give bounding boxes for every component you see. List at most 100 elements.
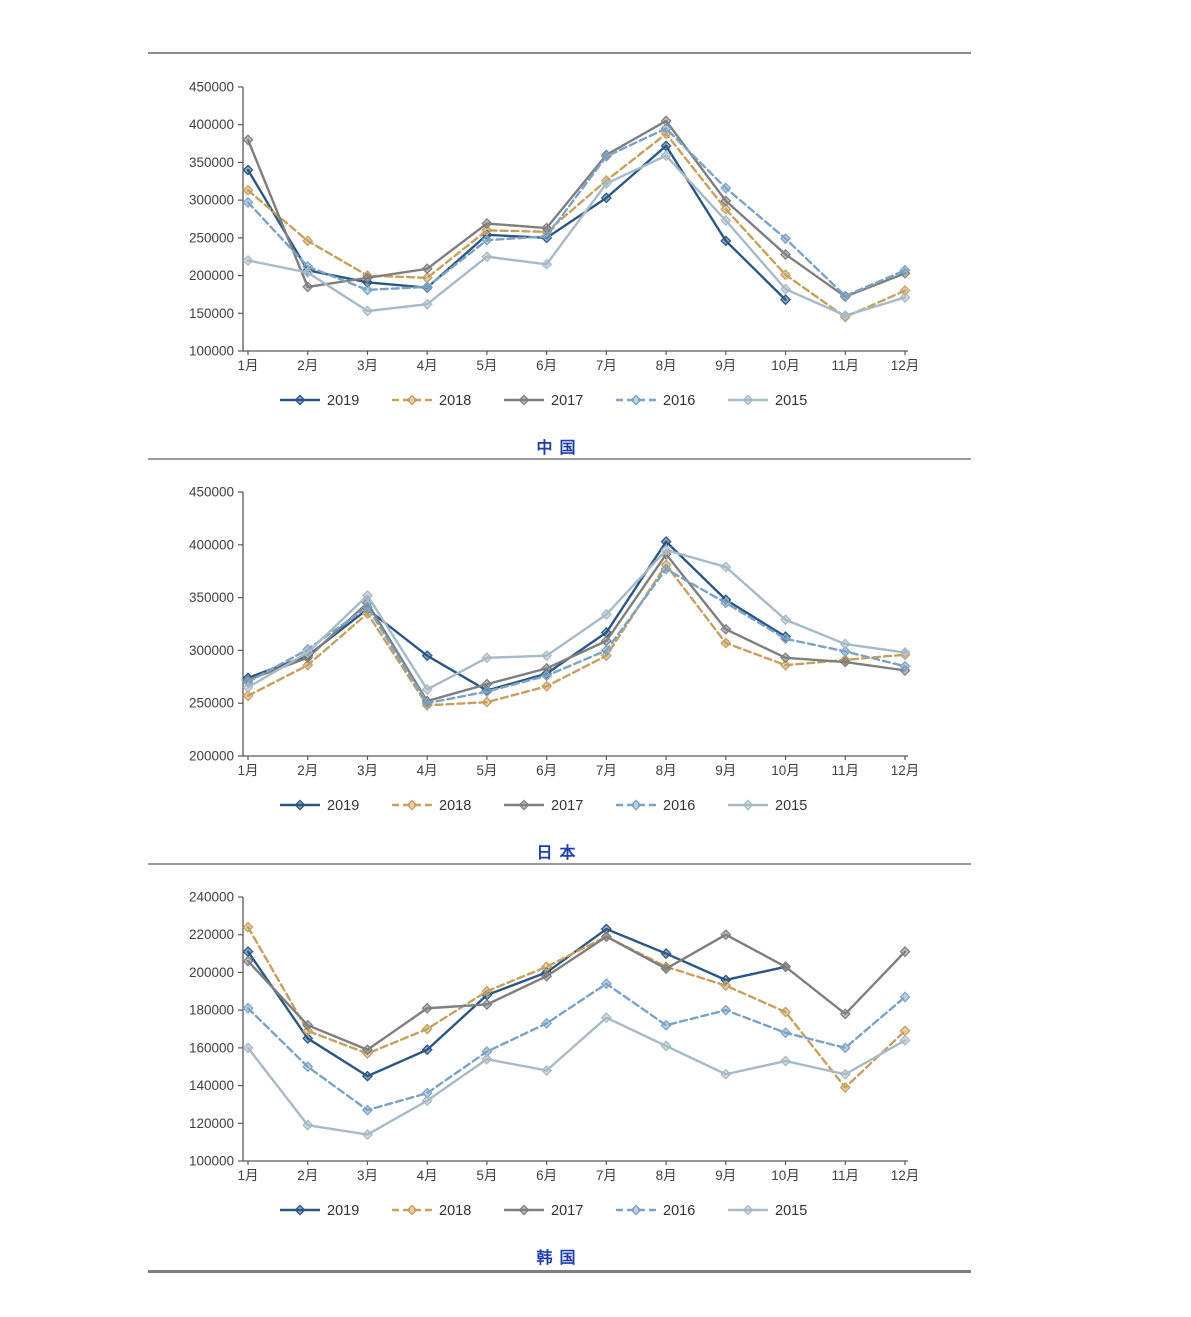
x-tick-label: 4月 [417, 358, 438, 373]
axes: 450000 400000 350000 300000 250000 200000 1500… [189, 80, 919, 374]
legend-item-2018: 2018 [392, 393, 471, 409]
legend-label: 2019 [327, 798, 359, 814]
series-2015 [242, 150, 911, 322]
legend-label: 2016 [663, 1203, 695, 1219]
legend-item-2017: 2017 [504, 798, 583, 814]
y-tick-label: 250000 [189, 696, 234, 711]
x-tick-label: 1月 [237, 763, 258, 778]
legend-item-2018: 2018 [392, 798, 471, 814]
x-tick-label: 10月 [771, 358, 800, 373]
series-2015 [242, 1012, 911, 1141]
x-tick-label: 6月 [536, 763, 557, 778]
x-tick-label: 12月 [891, 1168, 920, 1183]
x-tick-label: 2月 [297, 763, 318, 778]
x-tick-label: 8月 [656, 1168, 677, 1183]
legend-label: 2018 [439, 393, 471, 409]
y-tick-label: 100000 [189, 344, 234, 359]
section-divider-1 [148, 458, 971, 460]
legend-label: 2017 [551, 798, 583, 814]
series-2019 [242, 923, 792, 1082]
x-tick-label: 7月 [596, 358, 617, 373]
y-tick-label: 250000 [189, 230, 234, 245]
x-tick-label: 8月 [656, 358, 677, 373]
x-tick-label: 9月 [715, 1168, 736, 1183]
legend-label: 2018 [439, 1203, 471, 1219]
legend-item-2019: 2019 [280, 798, 359, 814]
y-tick-label: 180000 [189, 1003, 234, 1018]
x-tick-label: 10月 [771, 1168, 800, 1183]
legend-label: 2018 [439, 798, 471, 814]
y-tick-label: 150000 [189, 306, 234, 321]
series-2017 [242, 115, 911, 303]
y-tick-label: 220000 [189, 927, 234, 942]
x-tick-label: 9月 [715, 358, 736, 373]
y-tick-label: 140000 [189, 1078, 234, 1093]
x-tick-label: 7月 [596, 1168, 617, 1183]
x-tick-label: 2月 [297, 358, 318, 373]
y-tick-label: 350000 [189, 155, 234, 170]
y-tick-label: 120000 [189, 1116, 234, 1131]
series-2019 [242, 140, 792, 306]
legend-item-2015: 2015 [728, 393, 807, 409]
legend-label: 2016 [663, 798, 695, 814]
y-tick-label: 200000 [189, 268, 234, 283]
y-tick-label: 450000 [189, 80, 234, 95]
legend-label: 2017 [551, 1203, 583, 1219]
series-2017 [242, 929, 911, 1056]
x-tick-label: 6月 [536, 358, 557, 373]
legend-item-2018: 2018 [392, 1203, 471, 1219]
y-tick-label: 450000 [189, 485, 234, 500]
y-tick-label: 200000 [189, 965, 234, 980]
x-tick-label: 11月 [832, 358, 860, 373]
series-2016 [242, 978, 911, 1116]
series-2018 [242, 921, 911, 1093]
legend-item-2015: 2015 [728, 798, 807, 814]
series-2015 [242, 544, 911, 695]
y-tick-label: 300000 [189, 643, 234, 658]
x-tick-label: 4月 [417, 1168, 438, 1183]
x-tick-label: 9月 [715, 763, 736, 778]
y-tick-label: 350000 [189, 590, 234, 605]
x-tick-label: 6月 [536, 1168, 557, 1183]
x-tick-label: 11月 [832, 1168, 860, 1183]
x-tick-label: 5月 [476, 1168, 497, 1183]
y-tick-label: 400000 [189, 537, 234, 552]
y-tick-label: 200000 [189, 749, 234, 764]
x-tick-label: 12月 [891, 763, 920, 778]
legend-label: 2016 [663, 393, 695, 409]
x-tick-label: 10月 [771, 763, 800, 778]
x-tick-label: 11月 [832, 763, 860, 778]
y-tick-label: 400000 [189, 117, 234, 132]
section-divider-2 [148, 863, 971, 865]
legend-label: 2019 [327, 393, 359, 409]
legend-label: 2019 [327, 1203, 359, 1219]
x-tick-label: 5月 [476, 358, 497, 373]
x-tick-label: 3月 [357, 358, 378, 373]
x-tick-label: 7月 [596, 763, 617, 778]
section-divider-top [148, 52, 971, 54]
legend-item-2015: 2015 [728, 1203, 807, 1219]
y-tick-label: 240000 [189, 890, 234, 905]
legend-label: 2015 [775, 1203, 807, 1219]
chart-title-japan: 日本 [536, 845, 583, 862]
legend-item-2017: 2017 [504, 393, 583, 409]
legend-item-2019: 2019 [280, 1203, 359, 1219]
y-tick-label: 160000 [189, 1040, 234, 1055]
legend-label: 2017 [551, 393, 583, 409]
legend-item-2016: 2016 [616, 393, 695, 409]
x-tick-label: 8月 [656, 763, 677, 778]
axes: 240000 220000 200000 180000 160000 140000 1200… [189, 890, 919, 1184]
section-divider-bottom [148, 1270, 971, 1273]
chart-title-korea: 韩国 [536, 1250, 583, 1267]
x-tick-label: 1月 [237, 1168, 258, 1183]
x-tick-label: 3月 [357, 763, 378, 778]
y-tick-label: 300000 [189, 193, 234, 208]
x-tick-label: 1月 [237, 358, 258, 373]
line-chart-china: 450000 400000 350000 300000 250000 200000 1500… [155, 62, 958, 425]
legend-label: 2015 [775, 393, 807, 409]
x-tick-label: 3月 [357, 1168, 378, 1183]
line-chart-korea: 240000 220000 200000 180000 160000 140000 1200… [155, 872, 958, 1235]
